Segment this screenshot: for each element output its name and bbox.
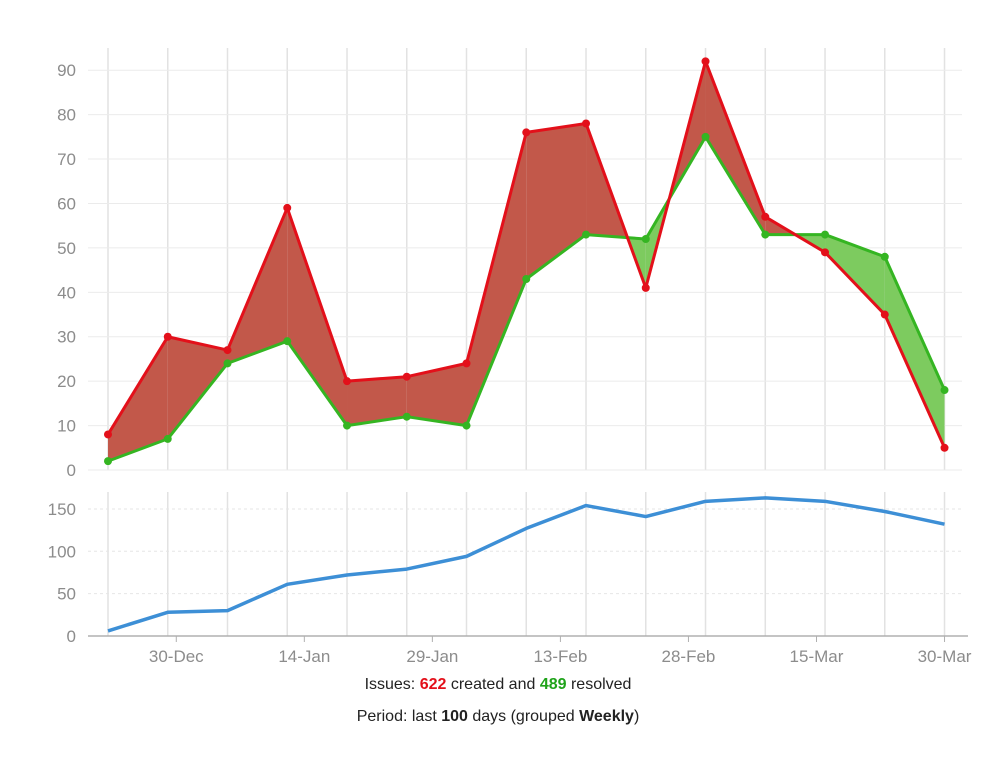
- created-point: [641, 283, 650, 292]
- created-point: [163, 332, 172, 341]
- resolved-point: [880, 252, 889, 261]
- resolved-point: [522, 274, 531, 283]
- backlog-growth-area: [108, 336, 168, 462]
- x-tick-label: 14-Jan: [278, 647, 330, 666]
- period-days: 100: [441, 708, 468, 725]
- period-middle: days (grouped: [467, 708, 580, 725]
- backlog-growth-area: [167, 336, 228, 439]
- top-y-tick-label: 90: [57, 61, 76, 80]
- top-y-tick-label: 70: [57, 150, 76, 169]
- issues-summary: Issues: 622 created and 489 resolved: [0, 676, 996, 694]
- backlog-growth-area: [705, 61, 766, 235]
- x-tick-label: 30-Dec: [149, 647, 204, 666]
- cumulative-panel: 0 50 100 150 30-Dec 14-Jan 29-Jan 13-Feb 28-Feb 1…: [48, 492, 972, 666]
- created-point: [104, 430, 112, 439]
- top-y-tick-label: 40: [57, 283, 76, 302]
- resolved-count: 489: [539, 676, 567, 693]
- top-y-tick-label: 50: [57, 239, 76, 258]
- resolved-text: resolved: [566, 676, 632, 693]
- resolved-point: [701, 132, 710, 141]
- backlog-reduction-area: [825, 234, 885, 315]
- backlog-growth-area: [287, 207, 348, 426]
- resolved-point: [462, 421, 471, 430]
- resolved-point: [940, 386, 949, 395]
- created-point: [223, 346, 232, 355]
- top-y-tick-label: 20: [57, 372, 76, 391]
- bottom-y-tick-label: 0: [67, 627, 76, 646]
- created-point: [821, 248, 830, 257]
- resolved-point: [761, 230, 770, 239]
- period-summary: Period: last 100 days (grouped Weekly): [0, 708, 996, 726]
- created-point: [402, 372, 411, 381]
- created-text: created and: [446, 676, 540, 693]
- backlog-growth-area: [526, 123, 587, 279]
- x-tick-label: 13-Feb: [533, 647, 587, 666]
- bottom-y-tick-label: 100: [48, 542, 76, 561]
- top-y-tick-label: 80: [57, 106, 76, 125]
- created-point: [522, 128, 531, 137]
- backlog-growth-area: [406, 363, 467, 426]
- created-point: [761, 212, 770, 221]
- created-point: [283, 203, 292, 212]
- x-tick-label: 29-Jan: [406, 647, 458, 666]
- created-point: [701, 57, 710, 66]
- created-point: [582, 119, 591, 128]
- resolved-point: [163, 434, 172, 443]
- top-y-tick-label: 60: [57, 194, 76, 213]
- top-y-tick-label: 30: [57, 328, 76, 347]
- period-group: Weekly: [579, 708, 634, 725]
- issues-chart: 0 10 20 30 40 50 60 70 80 90 0 50 100 150 30-Dec 14-Ja…: [48, 48, 972, 666]
- resolved-point: [223, 359, 232, 368]
- top-y-tick-label: 10: [57, 417, 76, 436]
- period-suffix: ): [633, 708, 640, 725]
- top-y-tick-label: 0: [67, 461, 76, 480]
- period-prefix: Period: last: [356, 708, 442, 725]
- resolved-point: [402, 412, 411, 421]
- resolved-point: [283, 337, 292, 346]
- created-vs-resolved-panel: 0 10 20 30 40 50 60 70 80 90: [57, 48, 962, 480]
- x-tick-label: 30-Mar: [918, 647, 972, 666]
- issues-prefix: Issues:: [364, 676, 420, 693]
- created-point: [940, 443, 949, 452]
- created-point: [880, 310, 889, 319]
- bottom-y-tick-label: 50: [57, 585, 76, 604]
- x-tick-label: 15-Mar: [790, 647, 844, 666]
- backlog-reduction-area: [884, 256, 945, 448]
- resolved-point: [821, 230, 830, 239]
- resolved-point: [104, 457, 112, 466]
- created-point: [343, 377, 352, 386]
- created-point: [462, 359, 471, 368]
- x-tick-label: 28-Feb: [662, 647, 716, 666]
- created-count: 622: [419, 676, 447, 693]
- cumulative-line: [107, 496, 945, 633]
- resolved-point: [343, 421, 352, 430]
- backlog-growth-area: [347, 376, 407, 426]
- backlog-growth-area: [466, 132, 527, 426]
- bottom-y-tick-label: 150: [48, 500, 76, 519]
- resolved-point: [641, 235, 650, 244]
- resolved-point: [582, 230, 591, 239]
